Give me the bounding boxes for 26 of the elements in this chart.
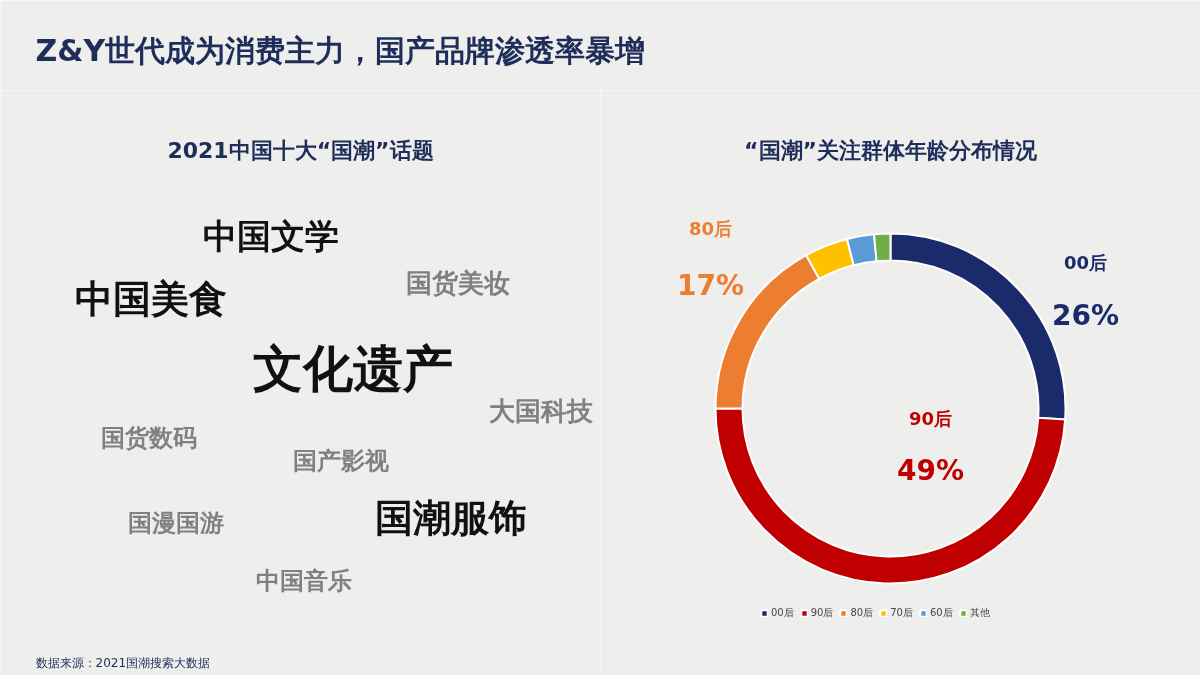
data-label: 26% <box>1051 299 1120 332</box>
slice-label: 90后 <box>908 408 953 429</box>
text: 国货数码 <box>100 423 197 452</box>
legend-label: 60后 <box>929 606 953 620</box>
legend-label: 其他 <box>969 606 990 620</box>
slice-label: 00后 <box>1063 252 1108 273</box>
source-note: 数据来源：2021国潮搜索大数据 <box>35 655 211 670</box>
text: 国产影视 <box>292 446 389 475</box>
slice-label: 80后 <box>688 218 733 239</box>
text: 文化遗产 <box>252 339 453 398</box>
data-label: 17% <box>676 269 745 302</box>
legend-label: 00后 <box>771 606 794 620</box>
text: 国潮服饰 <box>374 495 527 540</box>
data-label: 49% <box>896 454 965 487</box>
text: 中国文学 <box>202 215 339 256</box>
text: 2021中国十大“国潮”话题 <box>167 138 434 163</box>
legend-label: 80后 <box>850 606 874 620</box>
text: 国货美妆 <box>405 267 510 298</box>
text: 大国科技 <box>488 395 594 426</box>
chart-title: “国潮”关注群体年龄分布情况 <box>744 138 1038 163</box>
text: Z&Y世代成为消费主力，国产品牌渗透率暴增 <box>35 33 646 68</box>
legend-label: 90后 <box>810 606 834 620</box>
legend-label: 70后 <box>890 606 913 620</box>
text: 中国美食 <box>74 276 227 321</box>
text: 国漫国游 <box>127 508 224 537</box>
text: 中国音乐 <box>255 566 352 595</box>
